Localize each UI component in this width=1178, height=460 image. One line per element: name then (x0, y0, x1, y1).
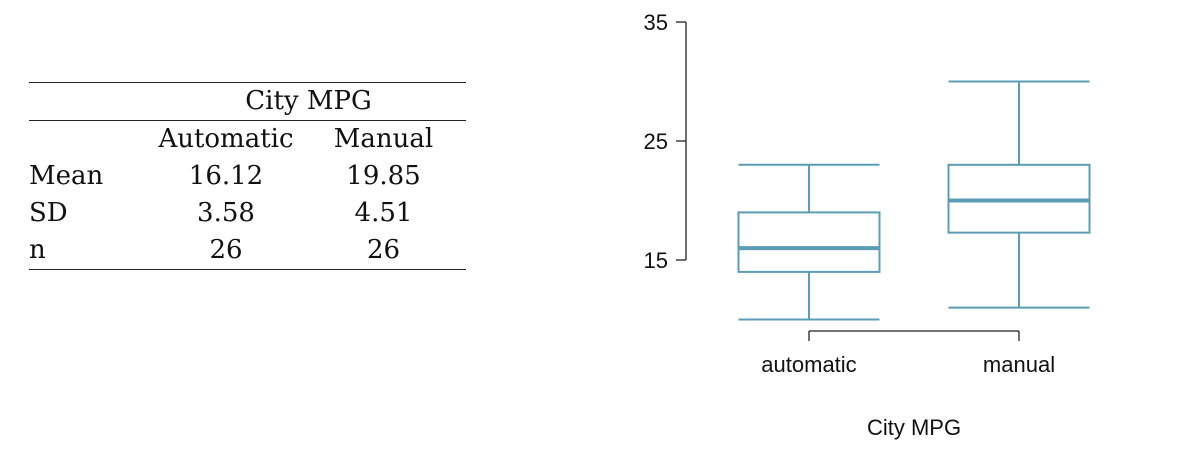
x-tick-label-manual: manual (983, 352, 1055, 377)
x-axis-title: City MPG (867, 415, 961, 440)
cell-n-automatic: 26 (151, 232, 301, 270)
cell-sd-automatic: 3.58 (197, 198, 255, 228)
cell-sd-manual: 4.51 (354, 198, 413, 228)
table-group-header: City MPG (151, 82, 466, 121)
y-tick-label: 35 (644, 10, 668, 35)
table-column-header-row: Automatic Manual (29, 120, 466, 158)
row-label-mean: Mean (29, 161, 104, 191)
cell-mean-manual: 19.85 (346, 161, 421, 191)
table-row: SD 3.58 4.51 (29, 195, 466, 232)
cell-n-manual: 26 (301, 232, 466, 270)
row-label-n: n (29, 232, 151, 270)
stats-table-container: City MPG Automatic Manual Mean 16.12 19.… (29, 82, 466, 270)
column-header-manual: Manual (301, 120, 466, 158)
stats-table: City MPG Automatic Manual Mean 16.12 19.… (29, 82, 466, 270)
x-tick-label-automatic: automatic (761, 352, 856, 377)
row-label-sd: SD (29, 198, 68, 228)
box-automatic (737, 211, 881, 273)
table-row: Mean 16.12 19.85 (29, 158, 466, 195)
column-header-automatic: Automatic (151, 120, 301, 158)
y-tick-label: 15 (644, 248, 668, 273)
table-group-header-row: City MPG (29, 82, 466, 121)
y-tick-label: 25 (644, 129, 668, 154)
cell-mean-automatic: 16.12 (188, 161, 264, 191)
table-row: n 26 26 (29, 232, 466, 270)
